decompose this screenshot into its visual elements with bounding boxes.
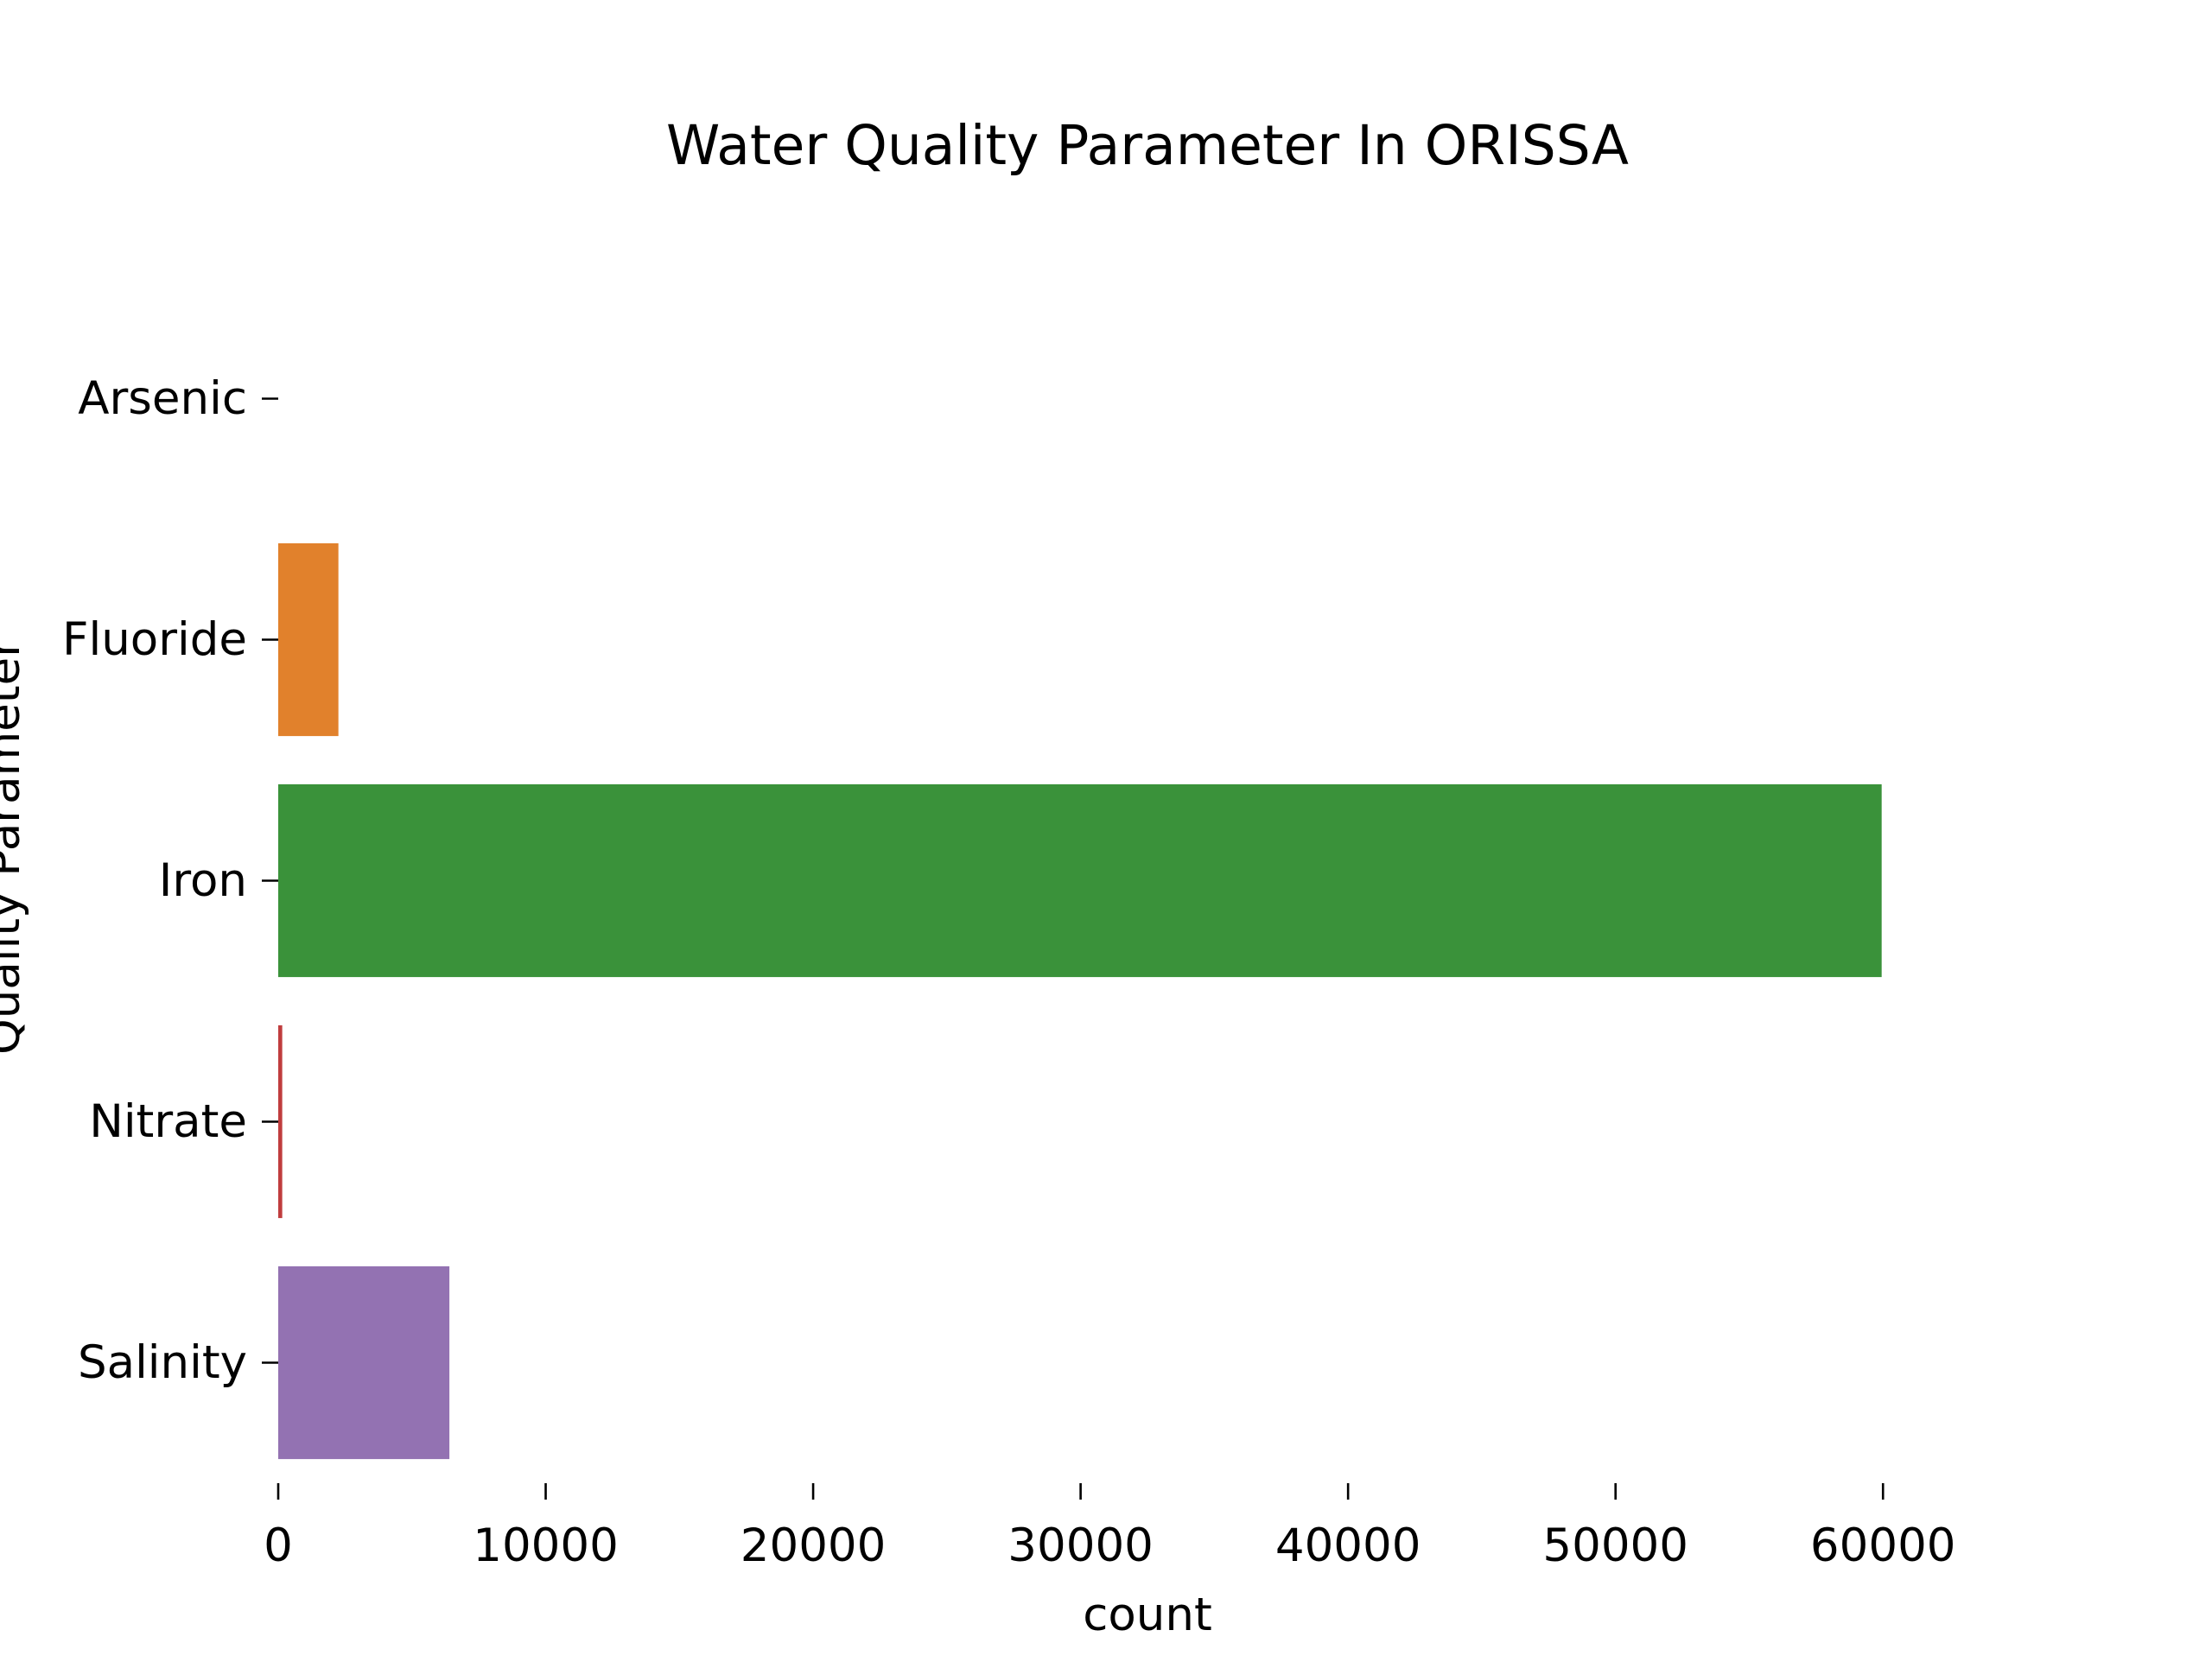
bar-salinity [278, 1266, 450, 1460]
x-tick-label: 50000 [1542, 1519, 1688, 1572]
y-tick-label: Arsenic [78, 372, 247, 425]
x-axis: 0 10000 20000 30000 40000 50000 60000 [264, 1483, 1956, 1572]
x-tick-label: 10000 [473, 1519, 619, 1572]
bar-fluoride [278, 542, 339, 737]
x-tick-label: 40000 [1275, 1519, 1421, 1572]
y-tick-label: Fluoride [62, 613, 247, 666]
x-tick-label: 0 [264, 1519, 293, 1572]
y-tick-label: Iron [159, 854, 247, 907]
x-tick-label: 30000 [1007, 1519, 1154, 1572]
bar-nitrate [278, 1024, 283, 1219]
x-tick-label: 20000 [741, 1519, 887, 1572]
y-axis-label: Quality Parameter [0, 638, 30, 1055]
y-axis: Arsenic Fluoride Iron Nitrate Salinity [62, 372, 278, 1389]
y-tick-label: Salinity [78, 1336, 247, 1389]
x-tick-label: 60000 [1810, 1519, 1956, 1572]
y-tick-label: Nitrate [89, 1095, 247, 1148]
x-axis-label: count [1083, 1589, 1212, 1641]
bars-layer [278, 542, 1882, 1460]
chart-title: Water Quality Parameter In ORISSA [666, 114, 1629, 177]
bar-iron [278, 783, 1882, 978]
